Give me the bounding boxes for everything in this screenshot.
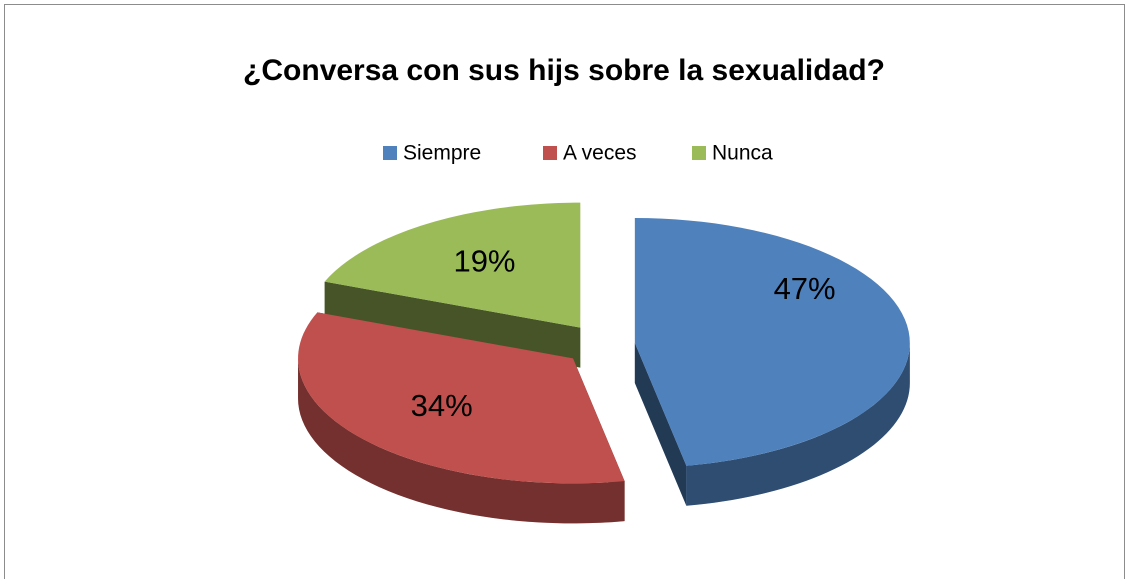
legend-label: Nunca (712, 142, 773, 165)
slice-side (634, 343, 910, 506)
slice-side (324, 281, 581, 368)
legend-swatch (543, 146, 557, 160)
slice (634, 218, 910, 466)
slice-tops (298, 202, 910, 484)
labels: 47% 34% 19% (411, 244, 836, 423)
side-shade (634, 343, 687, 506)
legend-label: A veces (563, 142, 637, 165)
data-label: 34% (411, 388, 473, 423)
side-shade (686, 343, 910, 506)
legend-swatch (383, 146, 397, 160)
side-face (298, 358, 625, 524)
data-label: 47% (774, 271, 836, 306)
side-shade (298, 358, 625, 524)
chart-title: ¿Conversa con sus hijs sobre la sexualid… (243, 54, 885, 87)
legend-swatch (692, 146, 706, 160)
side-face (686, 343, 910, 506)
slice (324, 202, 581, 328)
data-label: 19% (453, 244, 515, 279)
slice (298, 312, 625, 484)
side-shade (324, 281, 581, 368)
legend-label: Siempre (403, 142, 481, 165)
